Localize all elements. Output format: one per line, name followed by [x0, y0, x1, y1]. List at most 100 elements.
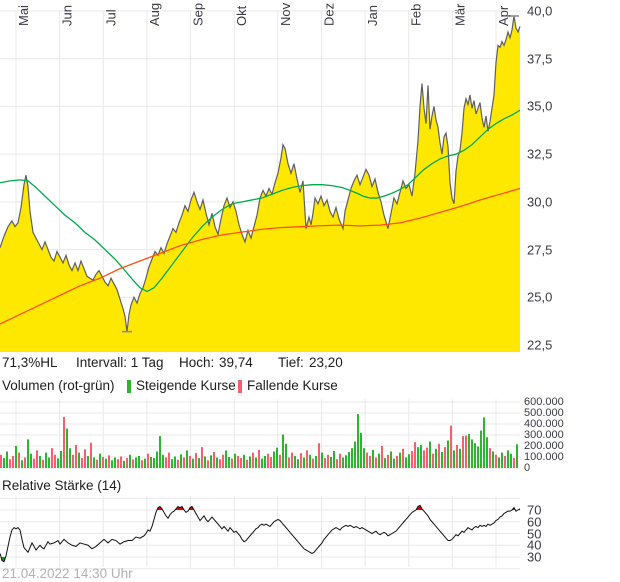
- month-axis-label: Mär: [452, 3, 467, 26]
- moving-average-short-line: [0, 109, 521, 293]
- volume-bar: [489, 448, 491, 468]
- volume-bar: [252, 452, 254, 468]
- volume-bar: [24, 457, 26, 468]
- volume-bar: [504, 455, 506, 468]
- rsi-overbought-fill: [156, 505, 520, 510]
- volume-bar: [21, 460, 23, 468]
- volume-bar: [39, 455, 41, 468]
- volume-bar: [240, 458, 242, 468]
- volume-bar: [264, 455, 266, 468]
- volume-bar: [198, 458, 200, 468]
- volume-bar: [261, 458, 263, 468]
- volume-bar: [102, 457, 104, 468]
- volume-bar: [168, 452, 170, 468]
- rsi-section-title: Relative Stärke (14): [2, 478, 122, 493]
- volume-bar: [246, 459, 248, 468]
- month-axis-label: Feb: [409, 4, 424, 26]
- volume-axis-tick: 200.000: [524, 440, 564, 452]
- volume-bar: [342, 457, 344, 468]
- rsi-axis-tick: 40: [527, 537, 542, 553]
- volume-bar: [207, 460, 209, 468]
- volume-bar: [99, 453, 101, 468]
- volume-bar: [231, 458, 233, 468]
- volume-bar: [483, 417, 485, 468]
- volume-bar: [174, 456, 176, 468]
- volume-bar: [135, 457, 137, 468]
- moving-average-long-line: [0, 187, 521, 325]
- volume-bar: [501, 452, 503, 468]
- volume-bar: [480, 430, 482, 468]
- volume-bar: [87, 455, 89, 468]
- volume-bar: [324, 458, 326, 468]
- volume-bar: [204, 456, 206, 468]
- volume-bar: [273, 451, 275, 468]
- volume-bar: [93, 457, 95, 468]
- falling-prices-legend-label: Fallende Kurse: [247, 378, 338, 393]
- volume-bar: [6, 451, 8, 468]
- month-axis-label: Jul: [103, 9, 118, 26]
- volume-bar: [96, 459, 98, 468]
- month-axis-label: Jun: [60, 5, 75, 26]
- volume-bar: [303, 457, 305, 468]
- volume-bar: [468, 433, 470, 468]
- volume-bar: [258, 449, 260, 468]
- month-axis-label: Apr: [496, 5, 511, 26]
- volume-bar: [381, 446, 383, 468]
- falling-prices-legend-icon: [238, 380, 242, 393]
- volume-bar: [474, 443, 476, 468]
- volume-bar: [54, 454, 56, 468]
- volume-bar: [321, 452, 323, 468]
- volume-bar: [186, 450, 188, 468]
- volume-bar: [459, 448, 461, 468]
- volume-bar: [300, 453, 302, 468]
- month-axis-label: Mai: [16, 5, 31, 26]
- volume-bar: [339, 453, 341, 468]
- volume-bar: [201, 447, 203, 468]
- volume-bar: [378, 453, 380, 468]
- volume-bar: [126, 458, 128, 468]
- high-value: 39,74: [219, 355, 253, 370]
- price-axis-tick: 32,5: [527, 146, 553, 162]
- volume-bar: [423, 450, 425, 468]
- volume-bar: [387, 454, 389, 468]
- volume-bar: [225, 450, 227, 468]
- rsi-line: [0, 504, 521, 563]
- volume-bar: [441, 452, 443, 468]
- volume-bar: [438, 443, 440, 468]
- volume-bar: [510, 453, 512, 468]
- volume-bar: [315, 455, 317, 468]
- volume-bar: [393, 458, 395, 468]
- rsi-axis-tick: 70: [527, 502, 542, 518]
- volume-bar: [105, 458, 107, 468]
- volume-bar: [192, 458, 194, 468]
- volume-bar: [396, 455, 398, 468]
- volume-axis-tick: 0: [524, 462, 531, 474]
- price-axis-tick: 27,5: [527, 242, 553, 258]
- volume-bar: [444, 447, 446, 468]
- volume-bar: [495, 454, 497, 468]
- volume-bar: [477, 446, 479, 468]
- volume-bar: [330, 457, 332, 468]
- volume-bar: [405, 457, 407, 468]
- volume-bar: [498, 457, 500, 468]
- volume-bar: [270, 457, 272, 468]
- volume-bar: [450, 425, 452, 468]
- volume-bar: [255, 457, 257, 468]
- volume-bar: [360, 432, 362, 468]
- volume-bar: [288, 457, 290, 468]
- volume-bar: [108, 455, 110, 468]
- volume-bar: [333, 450, 335, 468]
- volume-axis-tick: 300.000: [524, 429, 564, 441]
- chart-timestamp: 21.04.2022 14:30 Uhr: [2, 566, 133, 581]
- volume-bar: [3, 458, 5, 468]
- month-axis-label: Sep: [191, 3, 206, 26]
- price-line: [0, 15, 521, 332]
- volume-bar: [210, 455, 212, 468]
- volume-bar: [453, 450, 455, 468]
- volume-bar: [12, 455, 14, 468]
- volume-axis-tick: 100.000: [524, 451, 564, 463]
- volume-bar: [237, 455, 239, 468]
- volume-bar: [63, 416, 65, 468]
- volume-bar: [75, 444, 77, 468]
- volume-bar: [516, 444, 518, 468]
